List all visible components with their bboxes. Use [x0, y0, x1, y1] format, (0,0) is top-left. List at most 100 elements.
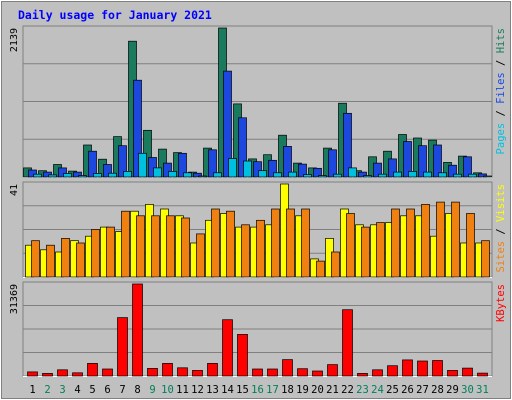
- bar-files-day-1: [28, 169, 37, 178]
- x-tick-label-day-9: 9: [149, 384, 155, 396]
- bar-pages-day-10: [168, 171, 177, 178]
- bar-pages-day-14: [228, 158, 237, 178]
- bar-kbytes-day-19: [297, 368, 308, 377]
- y-max-label: 2139: [9, 28, 20, 52]
- bar-kbytes-day-6: [102, 368, 113, 377]
- x-tick-label-day-18: 18: [281, 384, 294, 396]
- bar-files-day-4: [73, 171, 82, 178]
- x-tick-label-day-25: 25: [386, 384, 399, 396]
- x-tick-label-day-1: 1: [29, 384, 35, 396]
- bar-sites-day-4: [76, 242, 85, 278]
- bar-pages-day-26: [408, 171, 417, 178]
- bar-pages-day-18: [288, 171, 297, 178]
- bar-sites-day-29: [451, 201, 460, 278]
- bar-kbytes-day-12: [192, 370, 203, 377]
- legend-visits: Visits: [495, 184, 507, 222]
- bar-sites-day-26: [406, 208, 415, 278]
- bar-files-day-8: [133, 79, 142, 178]
- bar-pages-day-5: [93, 173, 102, 178]
- bar-pages-day-22: [348, 167, 357, 178]
- x-axis-day-labels: 1 2 3 4 5 6 7 8 9 10 11 12 13 14 15 16 17 18 19 20 21 22 23 24 2…: [29, 384, 488, 396]
- x-tick-label-day-13: 13: [206, 384, 219, 396]
- x-tick-label-day-16: 16: [251, 384, 264, 396]
- bar-kbytes-day-21: [327, 364, 338, 377]
- legend-text: Pages / Files / Hits: [495, 28, 507, 154]
- bar-files-day-25: [388, 158, 397, 178]
- bar-sites-day-24: [376, 222, 385, 278]
- bar-pages-day-8: [138, 152, 147, 178]
- bar-sites-day-18: [286, 208, 295, 278]
- x-tick-label-day-6: 6: [104, 384, 110, 396]
- bar-files-day-27: [418, 145, 427, 178]
- bar-files-day-3: [58, 167, 67, 178]
- bar-pages-day-28: [438, 172, 447, 178]
- bar-files-day-30: [463, 156, 472, 178]
- bar-files-day-6: [103, 164, 112, 178]
- bar-kbytes-day-25: [387, 365, 398, 377]
- bar-sites-day-11: [181, 217, 190, 278]
- bar-kbytes-day-11: [177, 367, 188, 377]
- x-tick-label-day-23: 23: [356, 384, 369, 396]
- bar-files-day-14: [223, 70, 232, 178]
- bar-kbytes-day-29: [447, 370, 458, 377]
- x-tick-label-day-26: 26: [401, 384, 414, 396]
- bar-kbytes-day-10: [162, 363, 173, 377]
- bar-files-day-21: [328, 149, 337, 178]
- bar-sites-day-19: [301, 208, 310, 278]
- x-tick-label-day-29: 29: [446, 384, 459, 396]
- legend-files: Files: [495, 72, 507, 104]
- bar-sites-day-16: [256, 219, 265, 278]
- bar-files-day-26: [403, 141, 412, 178]
- bar-pages-day-11: [183, 172, 192, 178]
- bar-files-day-7: [118, 145, 127, 178]
- bar-pages-day-1: [33, 173, 42, 178]
- bar-sites-day-9: [151, 215, 160, 278]
- bar-pages-day-7: [123, 171, 132, 178]
- bar-pages-day-15: [243, 160, 252, 178]
- x-tick-label-day-7: 7: [119, 384, 125, 396]
- bar-sites-day-14: [226, 210, 235, 278]
- bar-pages-day-21: [333, 173, 342, 178]
- bar-kbytes-day-17: [267, 368, 278, 377]
- bar-pages-day-24: [378, 173, 387, 178]
- x-tick-label-day-20: 20: [311, 384, 324, 396]
- bar-kbytes-day-20: [312, 370, 323, 377]
- x-tick-label-day-28: 28: [431, 384, 444, 396]
- x-tick-label-day-27: 27: [416, 384, 429, 396]
- bar-kbytes-day-13: [207, 363, 218, 377]
- bar-files-day-11: [178, 152, 187, 178]
- bar-sites-day-6: [106, 226, 115, 278]
- bar-files-day-24: [373, 162, 382, 178]
- bar-sites-day-31: [481, 240, 490, 278]
- legend-hits: Hits: [495, 28, 507, 53]
- x-tick-label-day-21: 21: [326, 384, 339, 396]
- bar-kbytes-day-9: [147, 368, 158, 377]
- bar-pages-day-30: [468, 173, 477, 178]
- bar-sites-day-10: [166, 215, 175, 278]
- bar-files-day-17: [268, 159, 277, 178]
- x-tick-label-day-5: 5: [89, 384, 95, 396]
- bar-pages-day-23: [363, 175, 372, 178]
- bar-sites-day-17: [271, 208, 280, 278]
- bar-kbytes-day-5: [87, 363, 98, 377]
- x-tick-label-day-10: 10: [161, 384, 174, 396]
- x-tick-label-day-11: 11: [176, 384, 189, 396]
- bar-kbytes-day-23: [357, 373, 368, 377]
- bar-kbytes-day-27: [417, 360, 428, 377]
- bar-files-day-5: [88, 150, 97, 178]
- bar-files-day-10: [163, 162, 172, 178]
- bar-files-day-18: [283, 146, 292, 178]
- bar-pages-day-2: [48, 174, 57, 178]
- legend-kbytes: KBytes: [495, 284, 507, 322]
- legend-pages: Pages: [495, 123, 507, 155]
- x-tick-label-day-31: 31: [476, 384, 489, 396]
- x-tick-label-day-14: 14: [221, 384, 234, 396]
- x-tick-label-day-3: 3: [59, 384, 65, 396]
- bar-kbytes-day-7: [117, 317, 128, 377]
- bar-pages-day-20: [318, 175, 327, 178]
- bar-files-day-29: [448, 164, 457, 178]
- bar-kbytes-day-26: [402, 359, 413, 377]
- bar-sites-day-23: [361, 226, 370, 278]
